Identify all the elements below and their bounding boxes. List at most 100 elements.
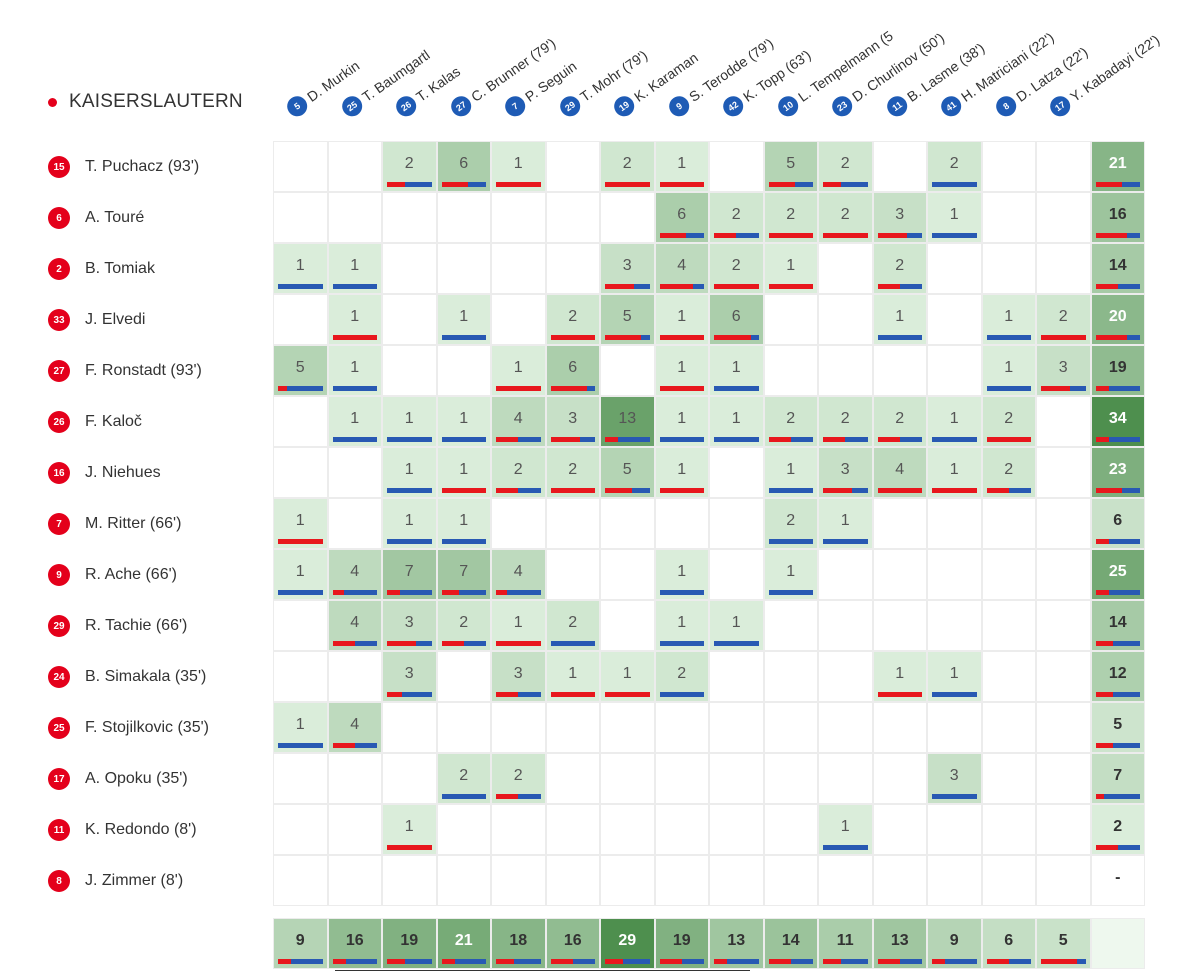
pass-direction-bar (768, 488, 813, 493)
matrix-cell (763, 345, 818, 396)
bar-blue-segment (518, 794, 541, 799)
matrix-cell (600, 549, 655, 600)
bar-blue-segment (1104, 794, 1140, 799)
pass-count: 1 (1004, 359, 1014, 376)
pass-count: 3 (949, 767, 959, 784)
matrix-cell (927, 600, 982, 651)
matrix-cell (600, 702, 655, 753)
matrix-cell (981, 498, 1036, 549)
matrix-cell: 2 (600, 141, 655, 192)
matrix-cell (600, 345, 655, 396)
matrix-cell (327, 447, 382, 498)
matrix-cell: 1 (709, 600, 764, 651)
pass-direction-bar (659, 233, 704, 238)
bar-blue-segment (659, 437, 704, 442)
row-header: 9 R. Ache (66') (48, 562, 177, 588)
pass-direction-bar (278, 539, 323, 544)
pass-count: 1 (350, 410, 360, 427)
bar-blue-segment (332, 437, 377, 442)
matrix-cell (545, 804, 600, 855)
jersey-number: 24 (48, 666, 70, 688)
matrix-cell (545, 855, 600, 906)
matrix-cell (545, 549, 600, 600)
pass-count: 1 (786, 257, 796, 274)
matrix-cell: 1 (273, 549, 328, 600)
bar-blue-segment (1117, 845, 1140, 850)
column-total-value: 5 (1058, 932, 1068, 949)
bar-red-segment (659, 335, 704, 340)
matrix-cell (872, 549, 927, 600)
bar-blue-segment (387, 488, 432, 493)
matrix-cell: 1 (654, 294, 709, 345)
bar-blue-segment (579, 437, 595, 442)
matrix-cell (654, 804, 709, 855)
column-total-bar (986, 959, 1031, 964)
bar-blue-segment (518, 488, 541, 493)
bar-red-segment (387, 590, 401, 595)
pass-direction-bar (932, 692, 977, 697)
bar-red-segment (823, 959, 841, 964)
pass-count: 7 (404, 563, 414, 580)
team-label: KAISERSLAUTERN (48, 90, 243, 114)
matrix-cell: 2 (981, 447, 1036, 498)
jersey-number: 25 (337, 92, 366, 121)
matrix-cell: 1 (763, 549, 818, 600)
matrix-cell (273, 600, 328, 651)
row-total-cell: 12 (1090, 651, 1145, 702)
pass-direction-bar (659, 182, 704, 187)
matrix-cell: 2 (491, 753, 546, 804)
pass-direction-bar (387, 437, 432, 442)
pass-count: 2 (895, 257, 905, 274)
column-total-bar (659, 959, 704, 964)
row-total-bar (1095, 743, 1140, 748)
pass-direction-bar (932, 233, 977, 238)
matrix-cell: 2 (436, 600, 491, 651)
bar-blue-segment (518, 437, 541, 442)
bar-red-segment (332, 641, 355, 646)
pass-direction-bar (550, 692, 595, 697)
matrix-cell: 2 (818, 141, 873, 192)
matrix-cell (273, 141, 328, 192)
bar-red-segment (496, 959, 514, 964)
bar-red-segment (823, 182, 841, 187)
pass-direction-bar (823, 233, 868, 238)
bar-red-segment (659, 182, 704, 187)
matrix-cell (872, 804, 927, 855)
matrix-cell: 1 (382, 498, 437, 549)
column-total-bar (1041, 959, 1086, 964)
matrix-cell: 3 (491, 651, 546, 702)
bar-blue-segment (945, 959, 977, 964)
pass-direction-bar (496, 590, 541, 595)
bar-blue-segment (659, 692, 704, 697)
bar-red-segment (768, 284, 813, 289)
bar-blue-segment (1126, 233, 1140, 238)
bar-red-segment (605, 182, 650, 187)
matrix-cell: 1 (981, 345, 1036, 396)
pass-count: 4 (513, 563, 523, 580)
bar-blue-segment (790, 437, 813, 442)
column-total-value: 21 (454, 932, 473, 949)
row-total-cell: 25 (1090, 549, 1145, 600)
matrix-cell (818, 753, 873, 804)
bar-red-segment (496, 641, 541, 646)
jersey-number: 7 (48, 513, 70, 535)
column-total-bar (387, 959, 432, 964)
matrix-cell: 2 (981, 396, 1036, 447)
pass-direction-bar (278, 743, 323, 748)
matrix-cell (763, 651, 818, 702)
jersey-number: 10 (773, 92, 802, 121)
matrix-cell: 1 (436, 447, 491, 498)
matrix-cell (1036, 600, 1091, 651)
pass-count: 3 (1058, 359, 1068, 376)
row-total-bar (1095, 488, 1140, 493)
pass-count: 1 (459, 308, 469, 325)
bar-blue-segment (631, 488, 650, 493)
matrix-cell: 1 (709, 345, 764, 396)
matrix-cell: 6 (436, 141, 491, 192)
matrix-cell (327, 753, 382, 804)
pass-count: 4 (350, 614, 360, 631)
pass-direction-bar (387, 641, 432, 646)
jersey-number: 25 (48, 717, 70, 739)
grand-total-cell (1090, 918, 1145, 969)
matrix-cell (872, 345, 927, 396)
